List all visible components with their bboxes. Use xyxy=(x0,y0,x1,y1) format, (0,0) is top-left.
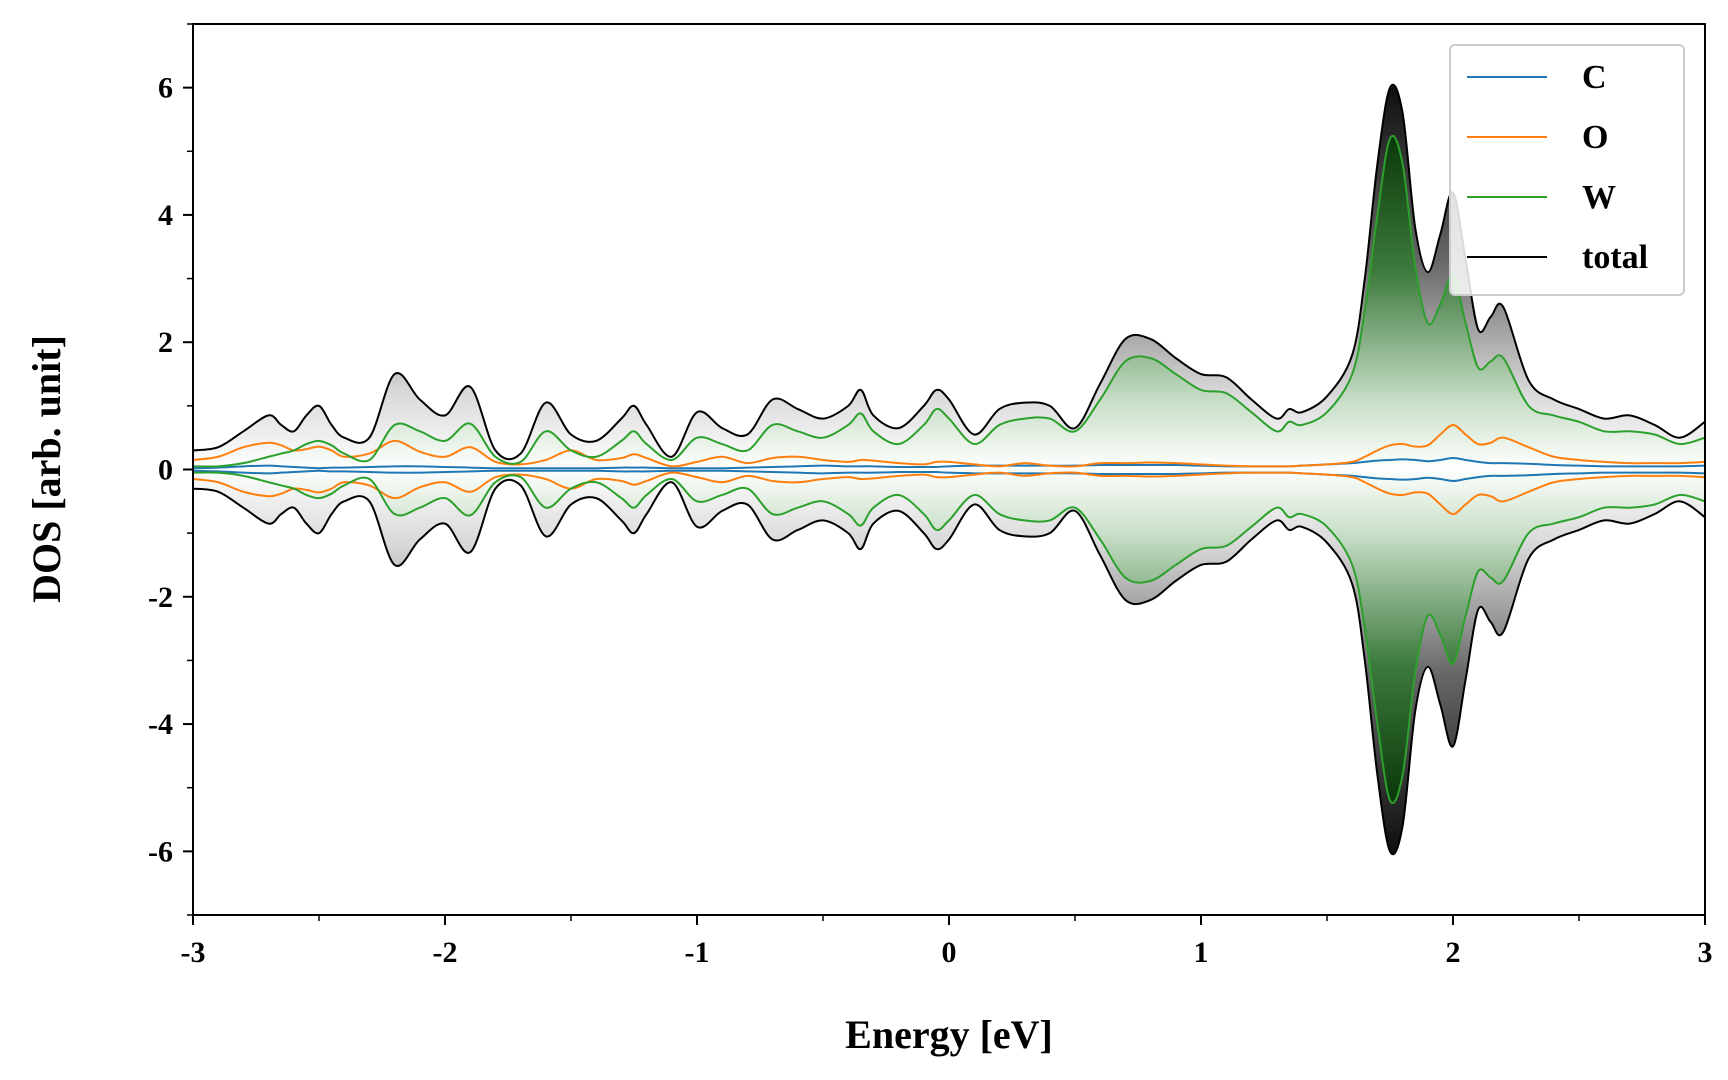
y-tick-label: 0 xyxy=(158,454,173,487)
series-line-w-down xyxy=(193,471,1705,805)
y-tick-label: 2 xyxy=(158,326,173,359)
y-axis-label: DOS [arb. unit] xyxy=(24,335,69,603)
x-tick-label: 0 xyxy=(942,936,957,969)
series-line-o-up xyxy=(193,423,1705,468)
series-line-c-up xyxy=(193,457,1705,470)
x-tick-label: 1 xyxy=(1194,936,1209,969)
x-tick-label: 2 xyxy=(1446,936,1461,969)
y-tick-label: -4 xyxy=(148,708,173,741)
legend-label-c: C xyxy=(1582,59,1607,96)
x-tick-label: 3 xyxy=(1698,936,1713,969)
series-line-total-down xyxy=(193,478,1705,856)
legend-label-w: W xyxy=(1582,179,1616,216)
legend-label-o: O xyxy=(1582,119,1608,156)
legend-box xyxy=(1449,44,1685,296)
x-axis-label: Energy [eV] xyxy=(845,1012,1053,1057)
area-fills xyxy=(193,84,1705,855)
y-tick-label: 6 xyxy=(158,72,173,105)
y-tick-label: -2 xyxy=(148,581,173,614)
legend-label-total: total xyxy=(1582,239,1648,276)
series-line-o-down xyxy=(193,471,1705,516)
y-tick-label: -6 xyxy=(148,835,173,868)
fill-w-positive xyxy=(193,135,1705,470)
series-lines xyxy=(193,83,1705,856)
fill-w-negative xyxy=(193,469,1705,804)
series-line-c-down xyxy=(193,469,1705,482)
x-tick-label: -3 xyxy=(181,936,206,969)
axis-ticks: -3 -2 -1 0 1 2 3 -6 -4 -2 0 2 4 6 xyxy=(148,23,1713,969)
x-tick-label: -2 xyxy=(433,936,458,969)
x-tick-label: -1 xyxy=(685,936,710,969)
y-tick-label: 4 xyxy=(158,199,173,232)
